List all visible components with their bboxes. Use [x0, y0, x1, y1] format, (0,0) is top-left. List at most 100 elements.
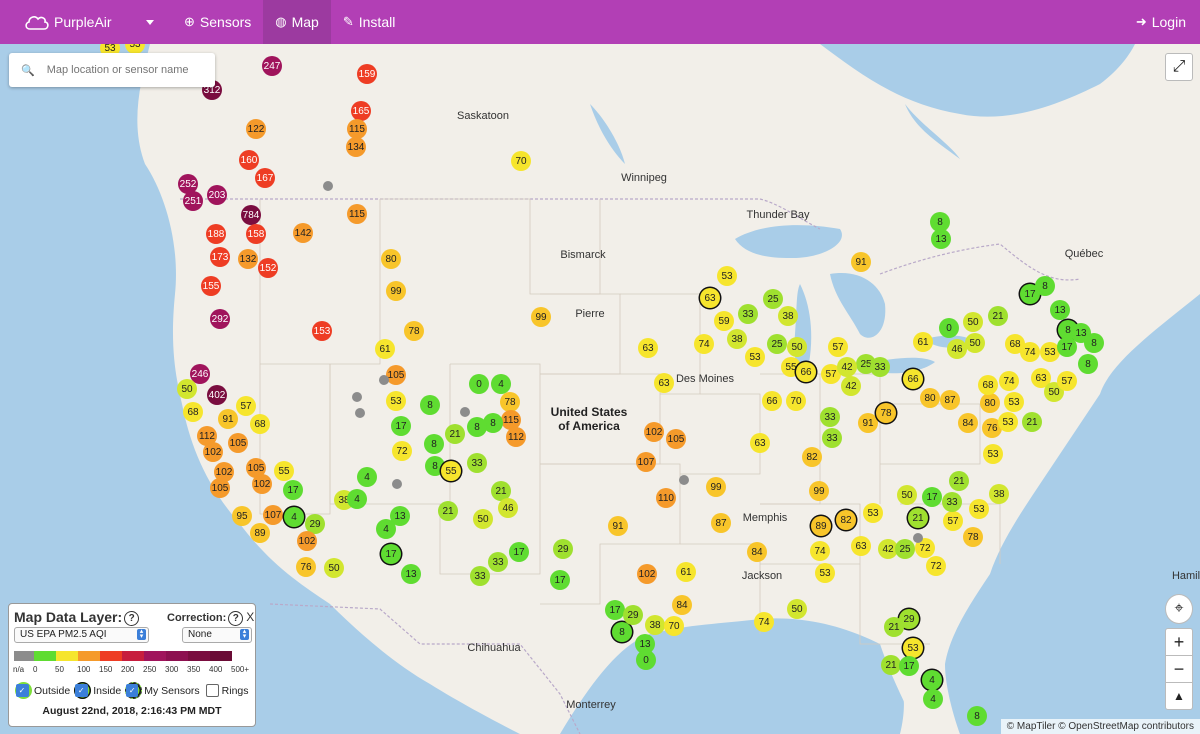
search-box[interactable]: 🔍 [9, 53, 215, 87]
inside-checkbox[interactable]: ✓ [74, 684, 88, 697]
sensor-marker[interactable]: 33 [467, 453, 487, 473]
sensor-marker[interactable]: 78 [876, 403, 896, 423]
sensor-marker[interactable]: 13 [1050, 300, 1070, 320]
sensor-marker[interactable]: 87 [711, 513, 731, 533]
sensor-marker[interactable]: 61 [676, 562, 696, 582]
sensor-marker[interactable]: 57 [943, 511, 963, 531]
sensor-marker[interactable]: 80 [381, 249, 401, 269]
sensor-marker[interactable]: 68 [183, 402, 203, 422]
compass-button[interactable]: ▲ [1165, 682, 1193, 710]
sensor-marker[interactable]: 38 [645, 615, 665, 635]
sensor-marker[interactable]: 0 [939, 318, 959, 338]
sensor-marker[interactable]: 61 [913, 332, 933, 352]
sensor-marker[interactable]: 8 [930, 212, 950, 232]
sensor-marker[interactable]: 29 [623, 605, 643, 625]
sensor-marker[interactable]: 112 [197, 426, 217, 446]
sensor-marker[interactable]: 21 [491, 481, 511, 501]
brand[interactable]: PurpleAir [0, 14, 146, 30]
sensor-marker[interactable]: 63 [851, 536, 871, 556]
sensor-marker[interactable]: 91 [851, 252, 871, 272]
sensor-marker[interactable]: 4 [347, 489, 367, 509]
sensor-marker[interactable]: 188 [206, 224, 226, 244]
sensor-marker[interactable]: 102 [644, 422, 664, 442]
sensor-marker[interactable]: 25 [895, 539, 915, 559]
rings-checkbox[interactable] [205, 684, 219, 697]
sensor-marker-no-data[interactable] [392, 479, 402, 489]
sensor-marker[interactable]: 4 [923, 689, 943, 709]
sensor-marker[interactable]: 4 [357, 467, 377, 487]
sensor-marker[interactable]: 66 [762, 391, 782, 411]
sensor-marker[interactable]: 80 [920, 388, 940, 408]
sensor-marker[interactable]: 8 [612, 622, 632, 642]
sensor-marker[interactable]: 53 [1040, 342, 1060, 362]
sensor-marker[interactable]: 72 [926, 556, 946, 576]
sensor-marker[interactable]: 105 [246, 458, 266, 478]
sensor-marker-no-data[interactable] [323, 181, 333, 191]
sensor-marker[interactable]: 102 [214, 462, 234, 482]
sensor-marker[interactable]: 8 [424, 434, 444, 454]
sensor-marker[interactable]: 17 [550, 570, 570, 590]
sensor-marker[interactable]: 57 [828, 337, 848, 357]
sensor-marker[interactable]: 29 [553, 539, 573, 559]
sensor-marker[interactable]: 107 [636, 452, 656, 472]
sensor-marker[interactable]: 17 [391, 416, 411, 436]
sensor-marker[interactable]: 8 [420, 395, 440, 415]
sensor-marker[interactable]: 33 [822, 428, 842, 448]
sensor-marker[interactable]: 8 [467, 417, 487, 437]
nav-login[interactable]: ➜ Login [1124, 0, 1200, 44]
sensor-marker[interactable]: 80 [980, 393, 1000, 413]
sensor-marker[interactable]: 76 [982, 418, 1002, 438]
sensor-marker[interactable]: 78 [963, 527, 983, 547]
sensor-marker[interactable]: 167 [255, 168, 275, 188]
sensor-marker[interactable]: 17 [605, 600, 625, 620]
sensor-marker[interactable]: 53 [745, 347, 765, 367]
sensor-marker[interactable]: 63 [1031, 368, 1051, 388]
sensor-marker-no-data[interactable] [460, 407, 470, 417]
sensor-marker[interactable]: 105 [666, 429, 686, 449]
sensor-marker[interactable]: 50 [965, 333, 985, 353]
sensor-marker[interactable]: 8 [425, 456, 445, 476]
sensor-marker[interactable]: 105 [228, 433, 248, 453]
sensor-marker[interactable]: 68 [978, 375, 998, 395]
sensor-marker[interactable]: 70 [786, 391, 806, 411]
sensor-marker[interactable]: 70 [511, 151, 531, 171]
sensor-marker[interactable]: 292 [210, 309, 230, 329]
nav-map[interactable]: ◍ Map [263, 0, 331, 44]
sensor-marker[interactable]: 55 [441, 461, 461, 481]
sensor-marker[interactable]: 33 [470, 566, 490, 586]
sensor-marker[interactable]: 70 [664, 616, 684, 636]
sensor-marker[interactable]: 107 [263, 505, 283, 525]
sensor-marker-no-data[interactable] [679, 475, 689, 485]
sensor-marker[interactable]: 21 [445, 424, 465, 444]
sensor-marker[interactable]: 53 [969, 499, 989, 519]
zoom-out-button[interactable]: − [1165, 655, 1193, 683]
sensor-marker[interactable]: 63 [638, 338, 658, 358]
nav-sensors[interactable]: ⊕ Sensors [172, 0, 263, 44]
sensor-marker[interactable]: 247 [262, 56, 282, 76]
search-input[interactable] [44, 63, 209, 77]
sensor-marker[interactable]: 89 [811, 516, 831, 536]
sensor-marker[interactable]: 17 [922, 487, 942, 507]
sensor-marker[interactable]: 155 [201, 276, 221, 296]
sensor-marker[interactable]: 74 [1020, 342, 1040, 362]
sensor-marker[interactable]: 102 [252, 474, 272, 494]
sensor-marker[interactable]: 8 [967, 706, 987, 726]
sensor-marker[interactable]: 82 [802, 447, 822, 467]
sensor-marker[interactable]: 105 [386, 365, 406, 385]
sensor-marker[interactable]: 203 [207, 185, 227, 205]
sensor-marker[interactable]: 21 [1022, 412, 1042, 432]
sensor-marker[interactable]: 17 [283, 480, 303, 500]
sensor-marker[interactable]: 84 [672, 595, 692, 615]
zoom-in-button[interactable]: + [1165, 628, 1193, 656]
sensor-marker[interactable]: 25 [767, 334, 787, 354]
nav-install[interactable]: ✎ Install [331, 0, 407, 44]
sensor-marker[interactable]: 89 [250, 523, 270, 543]
sensor-marker[interactable]: 102 [203, 442, 223, 462]
sensor-marker[interactable]: 33 [820, 407, 840, 427]
sensor-marker[interactable]: 8 [1084, 333, 1104, 353]
sensor-marker[interactable]: 78 [500, 392, 520, 412]
sensor-marker[interactable]: 38 [727, 329, 747, 349]
sensor-marker[interactable]: 87 [940, 390, 960, 410]
sensor-marker-no-data[interactable] [913, 533, 923, 543]
sensor-marker[interactable]: 95 [232, 506, 252, 526]
